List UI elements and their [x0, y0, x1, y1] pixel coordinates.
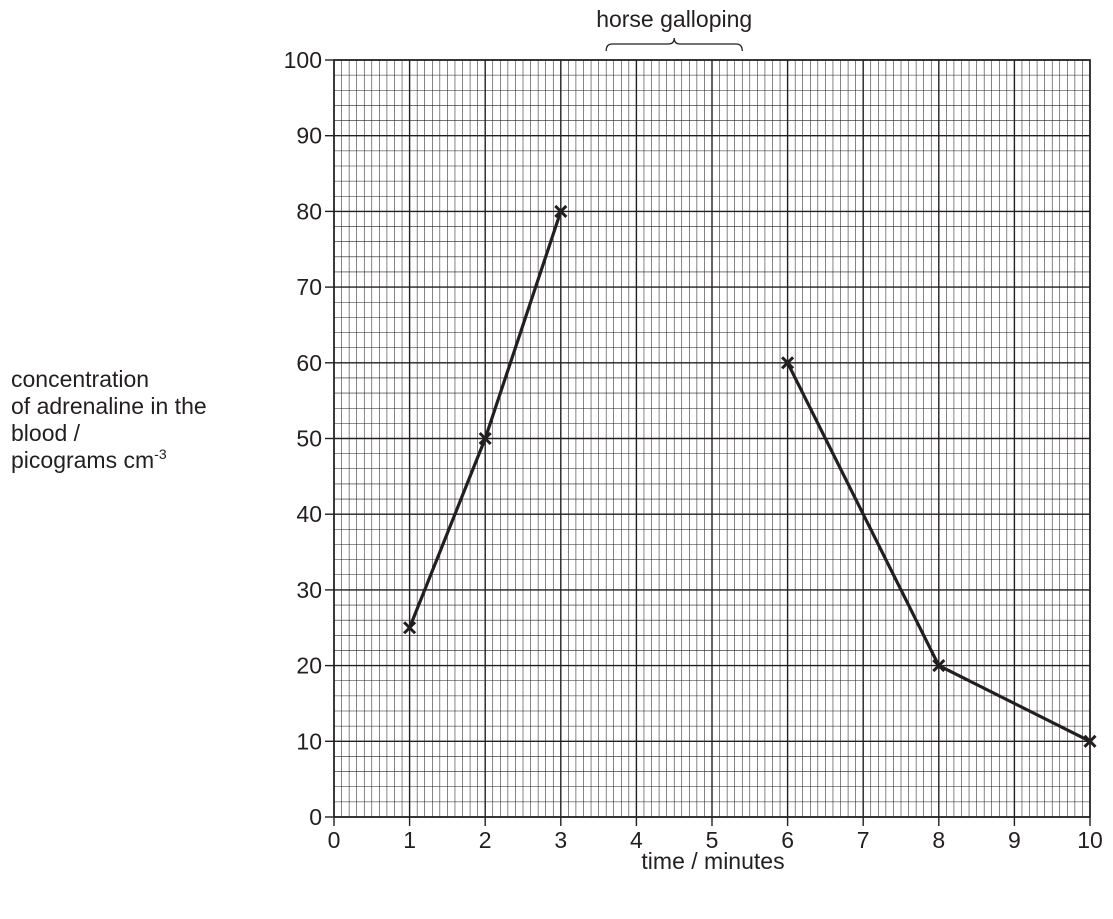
y-tick-labels: 0 10 20 30 40 50 60 70 80 90 100 [284, 47, 322, 830]
x-tick-label: 3 [554, 827, 567, 853]
data-point-cross [403, 621, 417, 635]
x-tick-label: 9 [1008, 827, 1021, 853]
axes [325, 59, 1091, 826]
data-point [478, 431, 492, 446]
data-point [403, 621, 417, 635]
x-tick-label: 4 [630, 827, 643, 853]
data-point [932, 659, 946, 673]
data-point [781, 356, 795, 370]
x-axis-label: time / minutes [641, 848, 784, 874]
y-axis-label-line-3: blood / [11, 420, 81, 446]
data-point-cross [781, 356, 795, 370]
data-point [1083, 734, 1097, 748]
y-axis-label-unit: picograms cm-3 [11, 447, 207, 474]
y-axis-label: concentration of adrenaline in the blood… [11, 366, 207, 474]
data-point-cross [554, 204, 568, 218]
y-axis-label-line-1: concentration [11, 366, 150, 392]
x-tick-label: 10 [1077, 827, 1103, 853]
x-tick-label: 0 [328, 827, 341, 853]
y-tick-label: 10 [296, 728, 322, 754]
annotation-label: horse galloping [596, 6, 752, 32]
y-tick-label: 60 [296, 350, 322, 376]
data-point-cross [478, 431, 492, 446]
annotation-horse-galloping: horse galloping [596, 6, 752, 52]
y-tick-label: 90 [296, 123, 322, 149]
data-point-cross [1083, 734, 1097, 748]
y-tick-label: 20 [296, 653, 322, 679]
x-tick-label: 5 [706, 827, 719, 853]
y-axis-unit-exponent: -3 [154, 446, 167, 462]
x-tick-label: 6 [781, 827, 794, 853]
x-tick-labels: 0 1 2 3 4 5 6 7 8 9 10 [328, 827, 1103, 853]
x-tick-label: 8 [932, 827, 945, 853]
data-point [554, 204, 568, 218]
y-tick-label: 50 [296, 426, 322, 452]
y-tick-label: 80 [296, 198, 322, 224]
y-axis-unit-text: picograms cm [11, 447, 155, 473]
y-tick-label: 40 [296, 501, 322, 527]
annotation-brace [605, 37, 743, 52]
y-tick-label: 70 [296, 274, 322, 300]
x-tick-label: 1 [403, 827, 416, 853]
y-tick-label: 30 [296, 577, 322, 603]
y-axis-label-line-2: of adrenaline in the [11, 393, 207, 419]
x-tick-label: 2 [479, 827, 492, 853]
data-point-cross [932, 659, 946, 673]
y-tick-label: 0 [309, 804, 322, 830]
x-tick-label: 7 [857, 827, 870, 853]
series-points [403, 204, 1097, 748]
y-tick-label: 100 [284, 47, 322, 73]
